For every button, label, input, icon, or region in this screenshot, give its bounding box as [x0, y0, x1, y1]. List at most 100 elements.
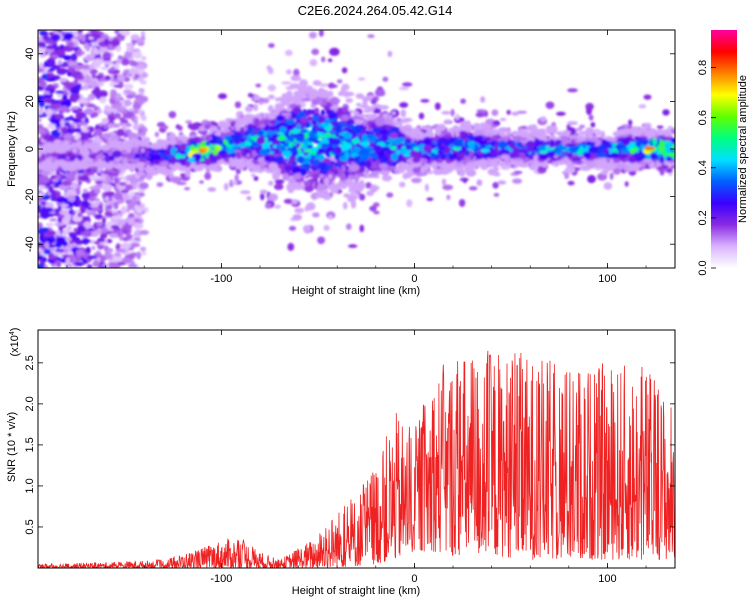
heatmap-cell: [455, 113, 460, 121]
heatmap-cell: [110, 89, 117, 95]
heatmap-cell: [133, 76, 138, 80]
heatmap-cell: [67, 195, 76, 202]
heatmap-cell: [104, 210, 113, 217]
heatmap-cell: [44, 213, 55, 217]
heatmap-cell: [91, 207, 103, 212]
heatmap-cell: [60, 118, 65, 127]
heatmap-cell: [207, 187, 217, 192]
heatmap-cell: [168, 111, 177, 119]
heatmap-cell: [58, 105, 70, 113]
heatmap-cell: [62, 254, 70, 258]
heatmap-cell: [450, 108, 455, 117]
heatmap-cell: [43, 94, 51, 99]
heatmap-cell: [274, 204, 281, 209]
heatmap-cell: [77, 30, 83, 34]
heatmap-cell: [38, 109, 44, 115]
heatmap-cell: [40, 227, 50, 233]
heatmap-cell: [86, 255, 98, 260]
heatmap-cell: [311, 48, 320, 56]
heatmap-cell: [420, 165, 426, 174]
heatmap-cell: [341, 67, 348, 74]
heatmap-cell: [91, 71, 96, 80]
heatmap-cell: [253, 103, 259, 112]
heatmap-cell: [545, 101, 555, 109]
heatmap-cell: [141, 56, 147, 61]
heatmap-cell: [90, 113, 95, 119]
heatmap-cell: [234, 101, 242, 109]
heatmap-cell: [113, 201, 119, 210]
heatmap-cell: [292, 214, 303, 221]
heatmap-cell: [556, 111, 566, 116]
heatmap-cell: [143, 167, 154, 172]
heatmap-cell: [475, 112, 485, 118]
heatmap-cell: [406, 199, 413, 208]
heatmap-cell: [273, 183, 284, 190]
heatmap-cell: [129, 255, 135, 260]
heatmap-cell: [372, 107, 382, 114]
heatmap-cell: [69, 93, 81, 101]
heatmap-cell: [355, 93, 364, 99]
heatmap-cell: [476, 179, 483, 186]
heatmap-cell: [274, 179, 285, 185]
heatmap-cell: [90, 41, 101, 46]
heatmap-cell: [59, 210, 69, 215]
heatmap-cell: [161, 125, 169, 130]
heatmap-cell: [263, 113, 268, 119]
heatmap-cell: [359, 193, 366, 201]
heatmap-cell: [343, 193, 350, 198]
heatmap-cell: [136, 251, 142, 260]
heatmap-cell: [50, 54, 59, 58]
heatmap-cell: [118, 182, 127, 186]
heatmap-cell: [93, 90, 102, 98]
heatmap-cell: [567, 180, 575, 186]
heatmap-cell: [84, 56, 95, 62]
heatmap-cell: [329, 160, 335, 165]
heatmap-cell: [284, 49, 293, 57]
heatmap-cell: [109, 232, 119, 238]
heatmap-cell: [88, 231, 100, 237]
heatmap-cell: [134, 204, 140, 211]
heatmap-cell: [462, 178, 467, 184]
heatmap-cell: [132, 109, 139, 114]
heatmap-cell: [60, 203, 69, 208]
heatmap-cell: [75, 188, 81, 196]
heatmap-cell: [418, 112, 425, 120]
heatmap-cell: [493, 193, 500, 197]
heatmap-cell: [586, 107, 592, 115]
heatmap-cell: [286, 90, 293, 98]
heatmap-cell: [65, 172, 77, 180]
heatmap-cell: [113, 252, 122, 257]
heatmap-cell: [136, 64, 146, 69]
heatmap-cell: [240, 190, 251, 194]
heatmap-cell: [268, 193, 279, 202]
heatmap-cell: [56, 49, 66, 57]
heatmap-cell: [40, 170, 51, 176]
heatmap-cell: [81, 34, 86, 43]
heatmap-cell: [624, 181, 629, 187]
heatmap-cell: [255, 83, 262, 88]
heatmap-cell: [638, 104, 647, 109]
heatmap-cell: [74, 239, 84, 246]
heatmap-cell: [367, 34, 375, 39]
heatmap-cell: [420, 99, 430, 103]
heatmap-cell: [117, 74, 126, 82]
heatmap-cell: [45, 223, 54, 227]
heatmap-cell: [69, 115, 74, 121]
heatmap-cell: [46, 108, 53, 116]
heatmap-cell: [63, 213, 72, 222]
heatmap-cell: [89, 64, 94, 70]
heatmap-cell: [433, 168, 442, 176]
heatmap-cell: [139, 91, 145, 95]
heatmap-cell: [74, 133, 81, 141]
heatmap-cell: [140, 30, 146, 37]
heatmap-cell: [99, 265, 107, 268]
heatmap-cell: [70, 64, 81, 68]
heatmap-cell: [309, 31, 317, 39]
heatmap-cell: [85, 246, 91, 255]
heatmap-cell: [43, 249, 51, 255]
heatmap-cell: [288, 226, 297, 231]
heatmap-cell: [42, 134, 51, 141]
heatmap-cell: [82, 188, 89, 193]
heatmap-cell: [52, 184, 60, 188]
